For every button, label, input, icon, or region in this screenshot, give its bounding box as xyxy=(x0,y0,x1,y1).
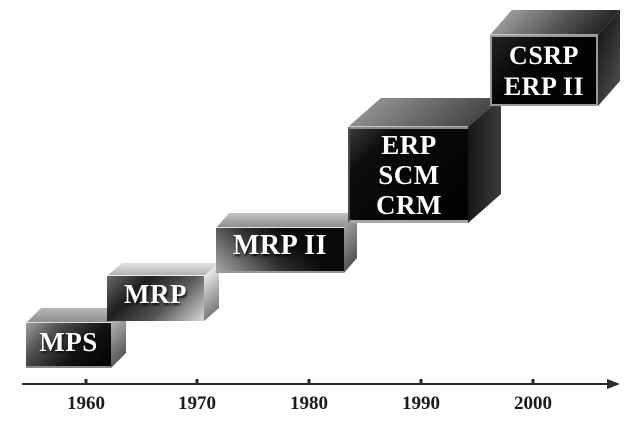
box-csrp-label: CSRP ERP II xyxy=(492,37,596,104)
tick-mark xyxy=(419,379,423,384)
tick-label-1970: 1970 xyxy=(178,393,216,414)
box-label-line: ERP xyxy=(381,129,437,160)
box-mps-front-face: MPS xyxy=(26,323,111,368)
box-mrp2-label: MRP II xyxy=(216,228,344,271)
box-erp-front-face: ERP SCM CRM xyxy=(348,127,468,223)
box-mrp-front-face: MRP xyxy=(107,276,204,321)
box-mrp-top-face xyxy=(107,263,219,276)
tick-label-1980: 1980 xyxy=(290,393,328,414)
tick-mark xyxy=(195,379,199,384)
box-label-line: CSRP xyxy=(509,40,579,70)
box-label-line: MPS xyxy=(39,326,98,357)
box-erp-label: ERP SCM CRM xyxy=(350,129,468,220)
box-mrp2-front-face: MRP II xyxy=(216,228,344,273)
box-label-line: CRM xyxy=(376,189,442,220)
box-mrp-label: MRP xyxy=(107,276,204,321)
box-erp-scm-crm: ERP SCM CRM xyxy=(348,98,501,223)
tick-label-2000: 2000 xyxy=(514,393,552,414)
box-mps: MPS xyxy=(26,308,126,368)
box-mrp: MRP xyxy=(107,263,219,321)
tick-mark xyxy=(84,379,88,384)
box-label-line: MRP xyxy=(124,278,187,309)
box-mrp2-top-face xyxy=(216,213,357,228)
box-csrp-front-face: CSRP ERP II xyxy=(490,35,598,106)
tick-label-1990: 1990 xyxy=(402,393,440,414)
axis-arrowhead-icon xyxy=(607,379,620,389)
box-label-line: MRP II xyxy=(233,230,327,262)
timeline-axis xyxy=(22,383,609,385)
box-label-line: ERP II xyxy=(503,71,585,101)
box-label-line: SCM xyxy=(378,159,440,190)
tick-mark xyxy=(531,379,535,384)
tick-label-1960: 1960 xyxy=(67,393,105,414)
box-mps-label: MPS xyxy=(26,323,111,366)
box-csrp-erp2: CSRP ERP II xyxy=(490,10,620,106)
tick-mark xyxy=(307,379,311,384)
box-mrp2: MRP II xyxy=(216,213,357,273)
